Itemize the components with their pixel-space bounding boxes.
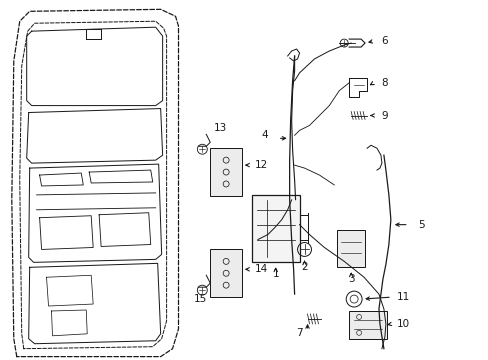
- Text: 15: 15: [193, 294, 206, 304]
- Text: 6: 6: [380, 36, 387, 46]
- Text: 8: 8: [380, 78, 387, 88]
- Text: 4: 4: [261, 130, 267, 140]
- Bar: [251, 195, 299, 262]
- Bar: [210, 249, 242, 297]
- Text: 14: 14: [254, 264, 267, 274]
- Text: 11: 11: [396, 292, 409, 302]
- Bar: [337, 230, 365, 267]
- Text: 1: 1: [272, 269, 279, 279]
- Bar: [210, 148, 242, 196]
- Text: 7: 7: [296, 328, 302, 338]
- Text: 13: 13: [214, 123, 227, 134]
- Text: 3: 3: [347, 274, 354, 284]
- Text: 12: 12: [254, 160, 267, 170]
- Text: 9: 9: [380, 111, 387, 121]
- Bar: [348, 311, 386, 339]
- Text: 2: 2: [301, 262, 307, 272]
- Text: 5: 5: [418, 220, 425, 230]
- Text: 10: 10: [396, 319, 409, 329]
